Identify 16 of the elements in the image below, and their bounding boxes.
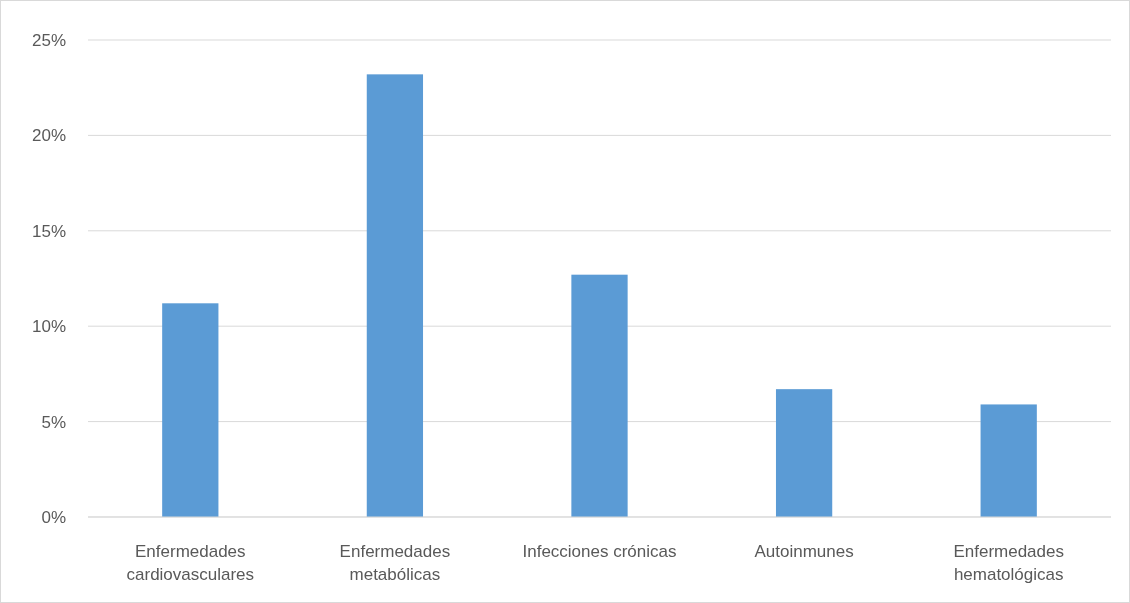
x-tick-label: Enfermedades metabólicas	[339, 542, 451, 584]
y-tick-label: 10%	[31, 317, 66, 337]
y-tick-label: 5%	[41, 412, 66, 432]
bar	[571, 274, 628, 517]
y-tick-label: 25%	[31, 30, 66, 50]
x-tick-label: Infecciones crónicas	[522, 542, 677, 561]
x-tick-label: Autoinmunes	[754, 542, 854, 561]
x-tick-label: Enfermedades cardiovasculares	[126, 542, 255, 584]
bar	[366, 74, 424, 517]
bar	[775, 389, 833, 517]
y-tick-label: 0%	[41, 507, 66, 527]
y-tick-label: 20%	[31, 126, 66, 146]
y-tick-label: 15%	[31, 221, 66, 241]
bar	[980, 404, 1037, 517]
bar	[162, 303, 219, 517]
x-tick-label: Enfermedades hematológicas	[953, 542, 1064, 584]
